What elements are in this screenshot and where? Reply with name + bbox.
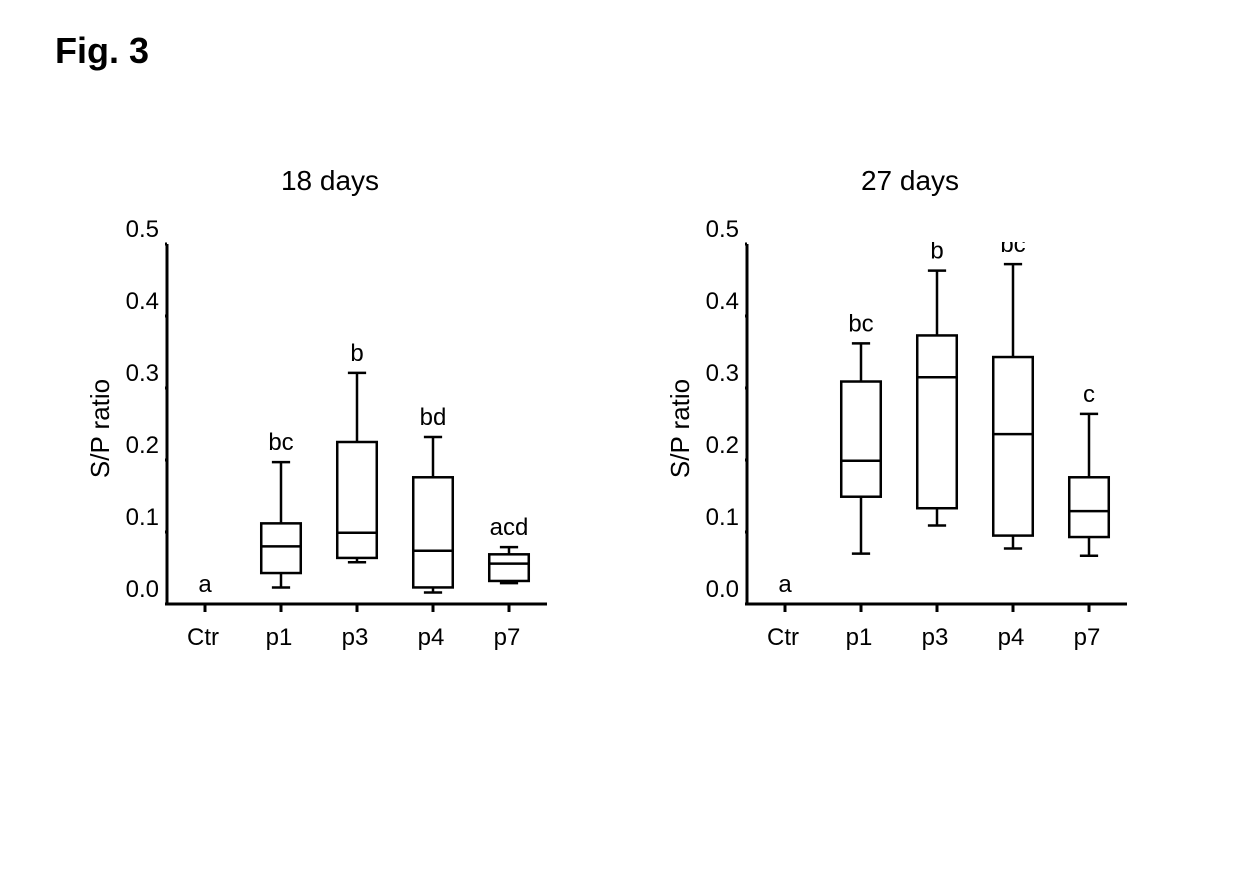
xtick-p7: p7 <box>1049 624 1125 652</box>
boxplot-svg: a bc b bc c <box>745 242 1129 614</box>
x-tick-labels: Ctr p1 p3 p4 p7 <box>745 614 1125 652</box>
xtick-p1: p1 <box>241 624 317 652</box>
page: Fig. 3 18 days S/P ratio 0.5 0.4 0.3 0.2… <box>0 0 1240 886</box>
panel-title: 27 days <box>665 165 1155 197</box>
boxplot-svg: a bc b bd acd <box>165 242 549 614</box>
plot-area: a bc b bc c <box>745 242 1129 614</box>
xtick-p1: p1 <box>821 624 897 652</box>
chart-row: S/P ratio 0.5 0.4 0.3 0.2 0.1 0.0 a bc b bc… <box>665 242 1155 614</box>
y-axis-label: S/P ratio <box>665 242 697 614</box>
svg-text:a: a <box>778 571 792 598</box>
svg-text:a: a <box>198 571 212 598</box>
svg-text:bc: bc <box>1000 242 1025 258</box>
figure-label: Fig. 3 <box>55 30 149 72</box>
xtick-ctr: Ctr <box>745 624 821 652</box>
xtick-ctr: Ctr <box>165 624 241 652</box>
panels-row: 18 days S/P ratio 0.5 0.4 0.3 0.2 0.1 0.… <box>85 165 1185 652</box>
xtick-p3: p3 <box>897 624 973 652</box>
svg-text:bc: bc <box>848 310 873 337</box>
svg-text:bd: bd <box>420 404 447 431</box>
x-tick-labels: Ctr p1 p3 p4 p7 <box>165 614 545 652</box>
plot-area: a bc b bd acd <box>165 242 549 614</box>
panel-18-days: 18 days S/P ratio 0.5 0.4 0.3 0.2 0.1 0.… <box>85 165 575 652</box>
y-axis-label-text: S/P ratio <box>666 378 697 477</box>
y-axis-label-text: S/P ratio <box>86 378 117 477</box>
y-tick-labels: 0.5 0.4 0.3 0.2 0.1 0.0 <box>697 242 745 602</box>
xtick-p4: p4 <box>973 624 1049 652</box>
svg-text:b: b <box>350 340 363 367</box>
chart-row: S/P ratio 0.5 0.4 0.3 0.2 0.1 0.0 a bc b bd… <box>85 242 575 614</box>
y-tick-labels: 0.5 0.4 0.3 0.2 0.1 0.0 <box>117 242 165 602</box>
svg-text:bc: bc <box>268 429 293 456</box>
svg-text:b: b <box>930 242 943 265</box>
xtick-p3: p3 <box>317 624 393 652</box>
y-axis-label: S/P ratio <box>85 242 117 614</box>
panel-title: 18 days <box>85 165 575 197</box>
svg-text:c: c <box>1083 381 1095 408</box>
panel-27-days: 27 days S/P ratio 0.5 0.4 0.3 0.2 0.1 0.… <box>665 165 1155 652</box>
xtick-p7: p7 <box>469 624 545 652</box>
svg-text:acd: acd <box>490 514 529 541</box>
xtick-p4: p4 <box>393 624 469 652</box>
